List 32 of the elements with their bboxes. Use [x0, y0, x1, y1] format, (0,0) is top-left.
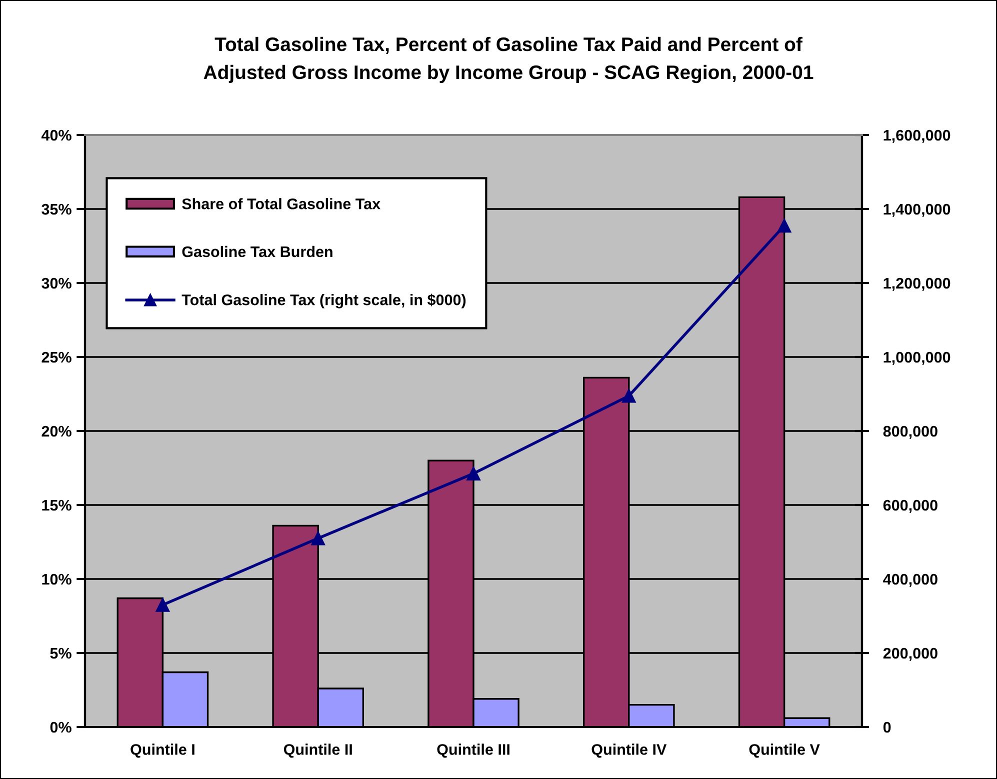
y2-tick-label: 600,000 — [883, 500, 938, 513]
x-tick-label: Quintile III — [437, 744, 510, 758]
y2-tick-label: 1,200,000 — [884, 278, 950, 291]
point — [622, 388, 636, 403]
y2-tick-label: 400,000 — [883, 574, 938, 587]
point — [466, 466, 480, 480]
y2-tick-label: 1,400,000 — [884, 204, 950, 217]
chart-title: Total Gasoline Tax, Percent of Gasoline Tax Paid and Percent of Adjusted Gross Income by Income Group - SCAG Region, 2000-01 — [204, 36, 814, 84]
y-tick-label: 25% — [42, 352, 72, 363]
point — [311, 531, 326, 546]
point — [156, 598, 170, 612]
x-tick-label: Quintile I — [130, 744, 194, 758]
x-tick-label: Quintile II — [284, 744, 352, 758]
point — [777, 218, 792, 233]
y2-tick-label: 800,000 — [883, 426, 938, 439]
y2-tick-label: 0 — [883, 722, 891, 733]
legend-label: Share of Total Gasoline Tax — [182, 198, 380, 210]
y-tick-label: 15% — [42, 500, 72, 511]
legend-label: Gasoline Tax Burden — [182, 246, 332, 258]
y-tick-label: 35% — [42, 204, 72, 215]
y-tick-label: 20% — [42, 426, 72, 437]
legend-label: Total Gasoline Tax (right scale, in $000) — [182, 294, 466, 308]
y-tick-label: 30% — [42, 278, 72, 289]
y-tick-label: 40% — [41, 130, 72, 141]
y2-tick-label: 1,600,000 — [884, 130, 950, 143]
x-tick-label: Quintile V — [749, 744, 820, 758]
y2-tick-label: 1,000,000 — [884, 352, 950, 365]
x-tick-label: Quintile IV — [592, 744, 667, 758]
y-tick-label: 5% — [50, 648, 72, 659]
y2-tick-label: 200,000 — [883, 648, 938, 661]
y-tick-label: 0% — [50, 722, 72, 733]
y-tick-label: 10% — [42, 574, 72, 585]
